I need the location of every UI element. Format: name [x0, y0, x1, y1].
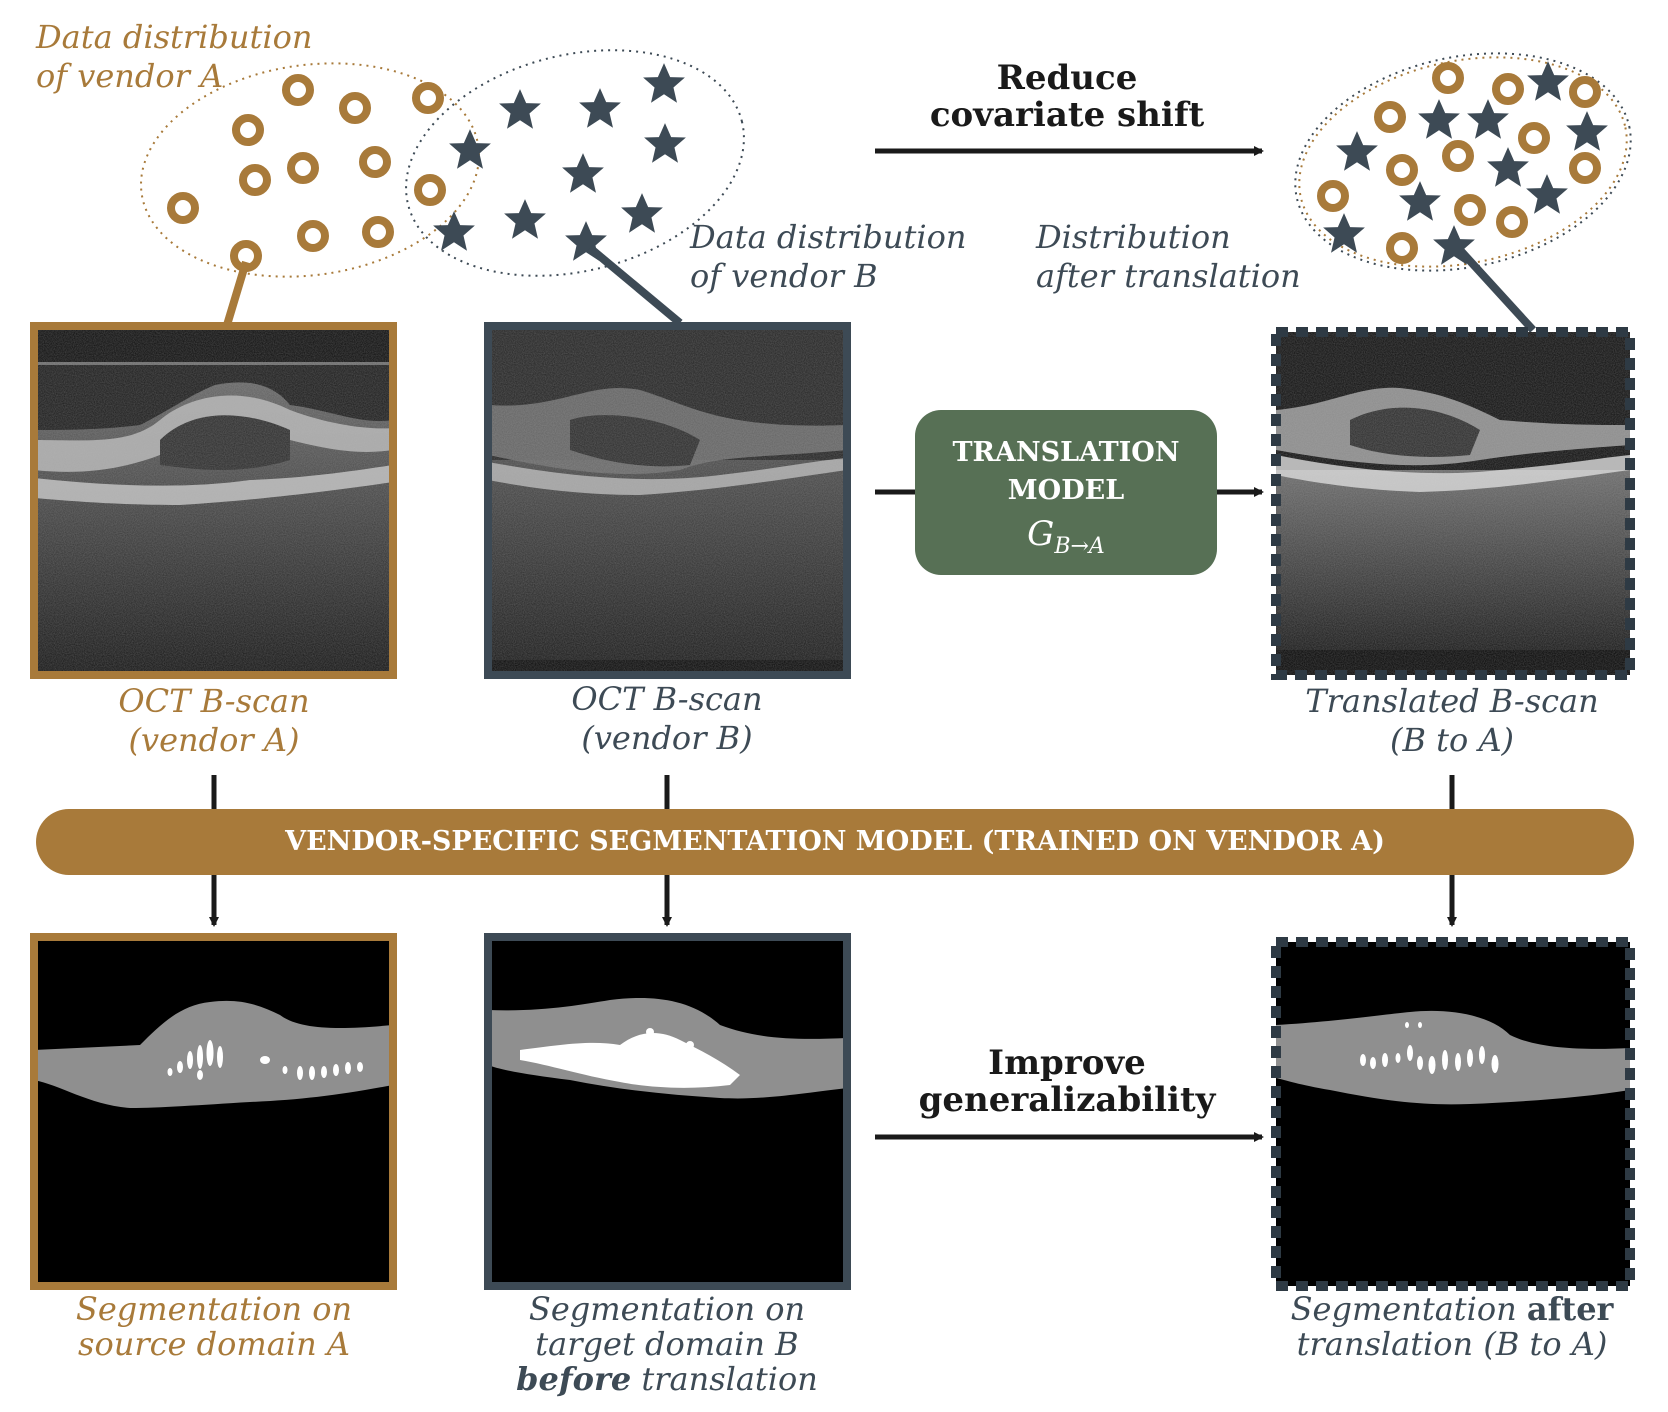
scan-vendor-a-line1: OCT B-scan [118, 682, 310, 720]
oct-scan-vendor-b [484, 322, 851, 679]
seg-after-bold: after [1526, 1290, 1614, 1328]
seg-target-caption: Segmentation on target domain B before t… [516, 1290, 818, 1398]
vendor-b-distribution-label: Data distribution of vendor B [690, 218, 966, 296]
seg-target-before: before [516, 1360, 632, 1399]
seg-target-line2: target domain B [535, 1325, 799, 1364]
scan-translated-line1: Translated B-scan [1305, 682, 1599, 720]
translated-distribution-line2: after translation [1036, 257, 1301, 296]
seg-target-line3: before translation [516, 1362, 818, 1397]
reduce-shift-label: Reduce covariate shift [929, 58, 1205, 136]
translated-distribution-line1: Distribution [1036, 218, 1231, 256]
translation-model-box: TRANSLATION MODEL GB→A [915, 410, 1217, 575]
scan-vendor-a-caption: OCT B-scan (vendor A) [118, 682, 309, 760]
seg-source-line2: source domain A [78, 1325, 350, 1364]
vendor-a-distribution-label: Data distribution of vendor A [36, 18, 312, 96]
seg-source-caption: Segmentation on source domain A [75, 1290, 353, 1364]
scan-vendor-b-line1: OCT B-scan [571, 680, 763, 718]
seg-target-line1: Segmentation on [528, 1290, 806, 1328]
seg-after-line2: translation (B to A) [1296, 1325, 1608, 1364]
oct-scan-vendor-a [30, 322, 397, 679]
generator-subscript: B→A [1054, 533, 1105, 559]
vendor-a-distribution-line2: of vendor A [36, 57, 224, 96]
seg-target-translation: translation [631, 1360, 818, 1399]
segmentation-vendor-b [484, 933, 851, 1290]
seg-after-pre: Segmentation [1290, 1290, 1527, 1328]
scan-translated-caption: Translated B-scan (B to A) [1305, 682, 1598, 760]
scan-vendor-b-line2: (vendor B) [581, 719, 753, 758]
reduce-shift-line1: Reduce [996, 58, 1138, 98]
improve-line2: generalizability [918, 1080, 1216, 1121]
vendor-b-distribution [405, 49, 745, 327]
improve-label: Improve generalizability [918, 1043, 1216, 1121]
scan-vendor-b-caption: OCT B-scan (vendor B) [571, 680, 762, 758]
vendor-a-distribution-line1: Data distribution [36, 18, 313, 56]
scan-vendor-a-line2: (vendor A) [128, 721, 300, 760]
reduce-shift-line2: covariate shift [929, 95, 1205, 136]
oct-scan-translated [1271, 327, 1635, 680]
segmentation-model-label: VENDOR-SPECIFIC SEGMENTATION MODEL (TRAI… [285, 826, 1385, 857]
segmentation-vendor-a [30, 933, 397, 1290]
vendor-b-distribution-line1: Data distribution [690, 218, 967, 256]
vendor-a-ring-icons [171, 78, 442, 268]
improve-line1: Improve [988, 1043, 1146, 1083]
translation-model-line1: TRANSLATION [952, 437, 1180, 468]
seg-after-caption: Segmentation after translation (B to A) [1290, 1290, 1614, 1364]
translated-distribution-label: Distribution after translation [1036, 218, 1301, 296]
segmentation-translated [1271, 937, 1635, 1291]
scan-translated-line2: (B to A) [1389, 721, 1515, 760]
generator-symbol: G [1027, 514, 1055, 554]
vendor-b-distribution-line2: of vendor B [690, 257, 878, 296]
seg-source-line1: Segmentation on [75, 1290, 353, 1328]
translation-model-line2: MODEL [1007, 475, 1125, 506]
seg-after-line1: Segmentation after [1290, 1290, 1614, 1328]
translated-distribution [1294, 52, 1632, 333]
translation-model-symbol: GB→A [915, 514, 1217, 559]
segmentation-model-bar: VENDOR-SPECIFIC SEGMENTATION MODEL (TRAI… [36, 809, 1634, 875]
